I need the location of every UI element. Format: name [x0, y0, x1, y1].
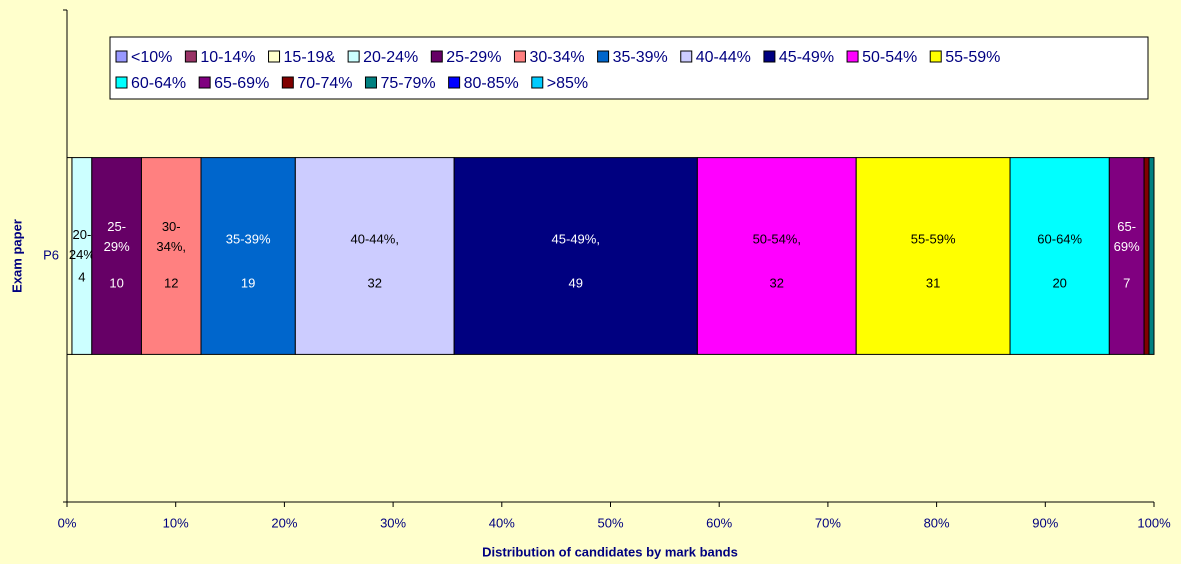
- legend-swatch: [364, 76, 377, 89]
- x-tick-label: 30%: [380, 515, 406, 530]
- x-tick-label: 90%: [1032, 515, 1058, 530]
- data-label-name: 30-34%,: [156, 219, 186, 254]
- data-label-value: 19: [241, 275, 255, 290]
- x-tick-label: 60%: [706, 515, 732, 530]
- legend-text: 30-34%: [529, 49, 584, 66]
- legend-text: 20-24%: [363, 49, 418, 66]
- x-tick-label: 0%: [58, 515, 77, 530]
- bar-segment: [696, 157, 857, 355]
- bar-segment: [1143, 157, 1150, 355]
- legend-text: 45-49%: [779, 49, 834, 66]
- data-label-name: 60-64%: [1037, 231, 1082, 246]
- legend-swatch: [184, 50, 197, 63]
- data-label-name: 45-49%,: [552, 231, 600, 246]
- legend-swatch: [115, 76, 128, 89]
- legend-text: 55-59%: [945, 49, 1000, 66]
- legend-swatch: [448, 76, 461, 89]
- bar-segment: [140, 157, 202, 355]
- data-label-name: 65-69%: [1114, 219, 1140, 254]
- legend-text: 10-14%: [200, 49, 255, 66]
- bar-segment: [294, 157, 455, 355]
- legend-swatch: [680, 50, 693, 63]
- legend-text: 35-39%: [613, 49, 668, 66]
- bar-segment: [91, 157, 142, 355]
- legend-text: 25-29%: [446, 49, 501, 66]
- legend-text: 75-79%: [380, 75, 435, 92]
- data-label-name: 20-24%: [69, 227, 95, 262]
- bar-segment: [855, 157, 1011, 355]
- data-label-name: 40-44%,: [351, 231, 399, 246]
- legend-text: 80-85%: [464, 75, 519, 92]
- legend-swatch: [929, 50, 942, 63]
- data-label-value: 4: [78, 269, 85, 284]
- legend-text: 50-54%: [862, 49, 917, 66]
- data-label-name: 25-29%: [104, 219, 130, 254]
- legend-swatch: [531, 76, 544, 89]
- data-label-value: 7: [1123, 275, 1130, 290]
- legend-text: 70-74%: [297, 75, 352, 92]
- data-label-name: 35-39%: [226, 231, 271, 246]
- x-tick-label: 10%: [163, 515, 189, 530]
- legend-swatch: [430, 50, 443, 63]
- data-label-value: 12: [164, 275, 178, 290]
- y-tick-label: P6: [43, 247, 59, 262]
- bar-segment: [1148, 157, 1155, 355]
- x-tick-label: 20%: [271, 515, 297, 530]
- legend-box: [109, 36, 1149, 100]
- legend-text: 60-64%: [131, 75, 186, 92]
- legend-swatch: [198, 76, 211, 89]
- data-label-value: 32: [368, 275, 382, 290]
- data-label-value: 49: [569, 275, 583, 290]
- legend-swatch: [115, 50, 128, 63]
- data-label-name: 55-59%: [911, 231, 956, 246]
- data-label-value: 20: [1052, 275, 1066, 290]
- legend-swatch: [268, 50, 281, 63]
- bar-segment: [1009, 157, 1110, 355]
- x-tick-label: 50%: [597, 515, 623, 530]
- bar-segment: [200, 157, 296, 355]
- data-label-value: 31: [926, 275, 940, 290]
- legend-swatch: [597, 50, 610, 63]
- x-tick-label: 100%: [1137, 515, 1171, 530]
- y-axis-title: Exam paper: [9, 219, 24, 293]
- data-label-value: 10: [109, 275, 123, 290]
- x-axis-title: Distribution of candidates by mark bands: [482, 544, 738, 559]
- legend-text: 40-44%: [696, 49, 751, 66]
- legend-text: 65-69%: [214, 75, 269, 92]
- x-tick-label: 70%: [815, 515, 841, 530]
- legend-text: <10%: [131, 49, 172, 66]
- legend-swatch: [846, 50, 859, 63]
- data-label-name: 50-54%,: [753, 231, 801, 246]
- x-tick-label: 80%: [924, 515, 950, 530]
- legend-swatch: [281, 76, 294, 89]
- bar-segment: [1108, 157, 1145, 355]
- legend-swatch: [347, 50, 360, 63]
- legend-swatch: [763, 50, 776, 63]
- legend-text: 15-19&: [284, 49, 336, 66]
- bar-segment: [453, 157, 698, 355]
- x-tick-label: 40%: [489, 515, 515, 530]
- legend-text: >85%: [547, 75, 588, 92]
- data-label-value: 32: [770, 275, 784, 290]
- legend-swatch: [513, 50, 526, 63]
